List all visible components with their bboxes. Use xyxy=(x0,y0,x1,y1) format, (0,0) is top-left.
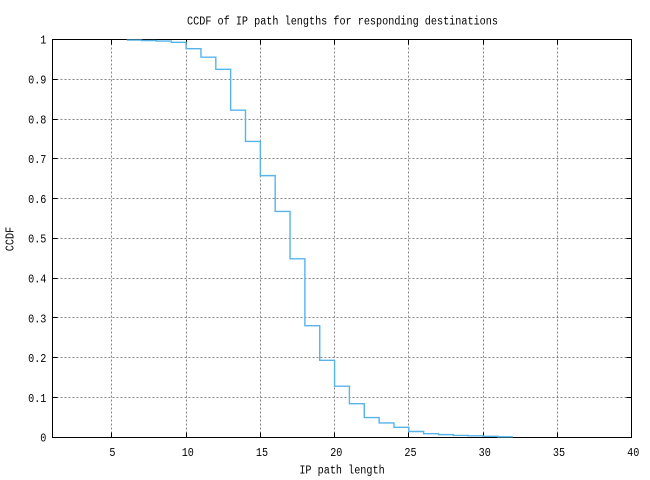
svg-text:1: 1 xyxy=(40,35,46,48)
svg-text:25: 25 xyxy=(404,447,416,460)
svg-text:0.3: 0.3 xyxy=(28,314,46,327)
svg-text:0: 0 xyxy=(40,433,46,446)
svg-text:5: 5 xyxy=(109,447,115,460)
svg-text:0.5: 0.5 xyxy=(28,234,46,247)
svg-text:CCDF of IP path lengths for re: CCDF of IP path lengths for responding d… xyxy=(187,16,498,29)
svg-text:CCDF: CCDF xyxy=(5,227,18,251)
svg-text:40: 40 xyxy=(627,447,639,460)
svg-text:0.9: 0.9 xyxy=(28,75,46,88)
svg-text:35: 35 xyxy=(553,447,565,460)
svg-text:0.6: 0.6 xyxy=(28,194,46,207)
svg-text:0.2: 0.2 xyxy=(28,353,46,366)
svg-text:0.7: 0.7 xyxy=(28,154,46,167)
svg-text:0.1: 0.1 xyxy=(28,393,46,406)
svg-text:0.8: 0.8 xyxy=(28,115,46,128)
svg-text:20: 20 xyxy=(330,447,342,460)
svg-text:15: 15 xyxy=(256,447,268,460)
svg-text:10: 10 xyxy=(182,447,194,460)
svg-text:30: 30 xyxy=(479,447,491,460)
svg-text:0.4: 0.4 xyxy=(28,274,46,287)
svg-text:IP path length: IP path length xyxy=(299,465,384,478)
